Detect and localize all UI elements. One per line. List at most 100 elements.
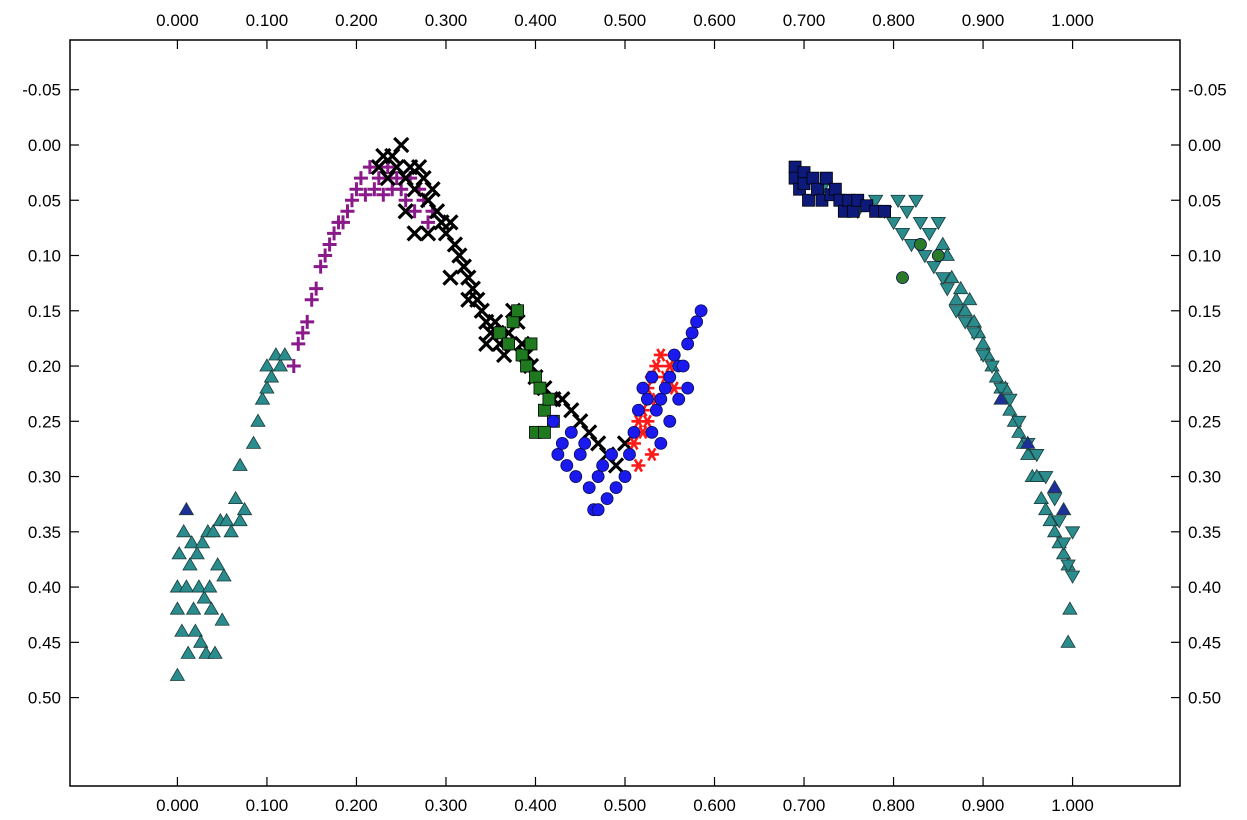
- data-point-triangle-down: [890, 194, 906, 209]
- data-point-x: [442, 214, 459, 231]
- y-tick-label-right: 0.30: [1188, 468, 1221, 487]
- data-point-circle: [605, 448, 618, 461]
- data-point-triangle-up: [1020, 446, 1036, 460]
- data-point-triangle-down: [1046, 493, 1063, 507]
- data-point-x: [460, 269, 477, 286]
- data-point-x: [406, 225, 423, 242]
- data-point-triangle-up: [203, 601, 220, 615]
- data-point-circle: [654, 392, 668, 406]
- x-tick-label-top: 0.200: [335, 11, 378, 30]
- x-tick-label-top: 0.600: [693, 11, 736, 30]
- data-point-triangle-down: [966, 327, 982, 341]
- data-point-circle: [632, 403, 645, 417]
- data-point-triangle-up: [218, 512, 235, 527]
- data-point-circle: [645, 370, 659, 384]
- y-tick-label-right: 0.25: [1188, 412, 1221, 431]
- data-point-triangle-down: [993, 382, 1009, 396]
- data-point-triangle-up: [189, 546, 205, 560]
- data-point-triangle-up: [944, 269, 960, 284]
- data-point-triangle-up: [187, 623, 204, 637]
- data-point-x: [478, 335, 495, 353]
- data-point-triangle-up: [191, 579, 207, 593]
- data-point-triangle-up: [961, 291, 978, 306]
- y-tick-label-right: 0.05: [1188, 191, 1221, 210]
- x-tick-label-top: 0.500: [604, 11, 647, 30]
- data-point-triangle-up: [935, 236, 951, 250]
- data-point-triangle-down: [908, 194, 924, 209]
- data-point-triangle-up: [194, 535, 211, 549]
- data-point-triangle-up: [245, 435, 262, 449]
- data-point-plus: [407, 204, 422, 219]
- data-point-plus: [421, 215, 436, 230]
- data-point-circle: [649, 403, 663, 417]
- data-point-plus: [304, 292, 319, 307]
- data-point-circle: [654, 436, 668, 450]
- data-point-circle: [694, 304, 708, 318]
- data-point-square: [533, 381, 547, 395]
- data-point-triangle-up: [993, 391, 1009, 405]
- data-point-triangle-up: [178, 501, 195, 516]
- x-tick-label-bottom: 0.200: [335, 796, 378, 815]
- y-tick-label-left: 0.20: [28, 357, 61, 376]
- data-point-triangle-up: [952, 280, 969, 295]
- x-tick-label-bottom: 1.000: [1051, 796, 1094, 815]
- y-tick-label-left: 0.35: [28, 523, 61, 542]
- data-point-circle: [672, 392, 686, 406]
- data-point-triangle-up: [171, 546, 187, 560]
- axis-ticks: [70, 40, 1180, 786]
- data-point-plus: [309, 281, 324, 296]
- data-point-triangle-up: [232, 457, 248, 471]
- data-point-triangle-down: [1002, 393, 1018, 407]
- y-tick-label-left: 0.30: [28, 468, 61, 487]
- data-point-triangle-up: [182, 557, 198, 571]
- data-point-triangle-up: [175, 524, 192, 538]
- data-point-triangle-down: [1038, 471, 1054, 485]
- data-point-triangle-up: [236, 501, 253, 516]
- data-point-triangle-down: [894, 228, 911, 242]
- data-point-circle: [640, 392, 654, 406]
- data-point-circle: [573, 448, 587, 461]
- data-point-triangle-up: [1002, 402, 1018, 416]
- x-tick-label-top: 0.300: [425, 11, 468, 30]
- data-point-triangle-up: [1033, 490, 1049, 505]
- data-point-square: [520, 359, 533, 373]
- data-point-triangle-down: [975, 349, 991, 363]
- data-point-x: [473, 302, 490, 319]
- data-point-x: [451, 247, 468, 264]
- data-point-square: [524, 337, 538, 351]
- x-tick-label-top: 0.700: [783, 11, 826, 30]
- data-point-triangle-up: [196, 590, 212, 604]
- data-point-triangle-up: [216, 568, 232, 582]
- data-point-triangle-up: [259, 380, 275, 394]
- y-tick-label-right: 0.15: [1188, 302, 1221, 321]
- data-point-x: [455, 258, 473, 275]
- data-point-triangle-up: [1055, 546, 1072, 560]
- data-point-x: [397, 203, 414, 220]
- data-point-triangle-down: [984, 360, 1000, 374]
- data-point-triangle-down: [1055, 537, 1072, 551]
- data-point-triangle-up: [1038, 501, 1054, 516]
- data-point-circle: [896, 271, 909, 285]
- data-point-square: [511, 304, 524, 318]
- data-point-circle: [914, 238, 927, 251]
- data-point-square: [529, 370, 542, 384]
- y-tick-label-left: 0.10: [28, 247, 61, 266]
- data-point-square: [538, 403, 551, 417]
- y-tick-label-left: 0.40: [28, 578, 61, 597]
- data-point-x: [419, 225, 437, 242]
- data-point-circle: [582, 481, 596, 495]
- x-tick-label-top: 0.100: [246, 11, 289, 30]
- data-point-plus: [327, 226, 342, 241]
- data-point-triangle-down: [1029, 449, 1045, 463]
- data-point-plus: [286, 359, 301, 374]
- data-point-circle: [627, 425, 641, 439]
- x-tick-label-bottom: 0.300: [425, 796, 468, 815]
- data-point-plus: [295, 325, 310, 340]
- data-point-square: [820, 171, 833, 185]
- data-point-plus: [344, 193, 359, 208]
- y-tick-label-left: 0.05: [28, 191, 61, 210]
- data-point-triangle-up: [1055, 501, 1072, 516]
- data-point-triangle-down: [899, 205, 915, 220]
- data-point-triangle-up: [988, 369, 1005, 383]
- y-tick-label-right: 0.40: [1188, 578, 1221, 597]
